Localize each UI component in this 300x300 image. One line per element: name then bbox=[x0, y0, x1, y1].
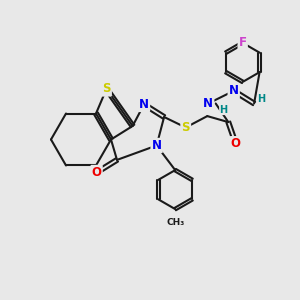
Text: S: S bbox=[182, 121, 190, 134]
Text: F: F bbox=[239, 36, 247, 50]
Text: CH₃: CH₃ bbox=[166, 218, 184, 227]
Text: N: N bbox=[152, 139, 162, 152]
Text: N: N bbox=[203, 97, 213, 110]
Text: H: H bbox=[257, 94, 266, 104]
Text: H: H bbox=[219, 105, 227, 115]
Text: O: O bbox=[92, 166, 102, 179]
Text: S: S bbox=[102, 82, 111, 95]
Text: N: N bbox=[139, 98, 149, 111]
Text: N: N bbox=[229, 84, 239, 98]
Text: O: O bbox=[231, 137, 241, 150]
